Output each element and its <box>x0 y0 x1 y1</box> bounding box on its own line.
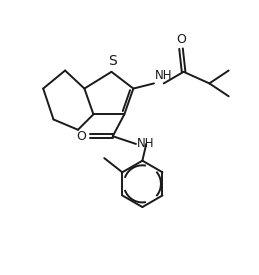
Text: O: O <box>77 130 87 143</box>
Text: NH: NH <box>155 69 172 82</box>
Text: O: O <box>176 32 186 46</box>
Text: NH: NH <box>137 138 154 150</box>
Text: S: S <box>108 54 117 68</box>
